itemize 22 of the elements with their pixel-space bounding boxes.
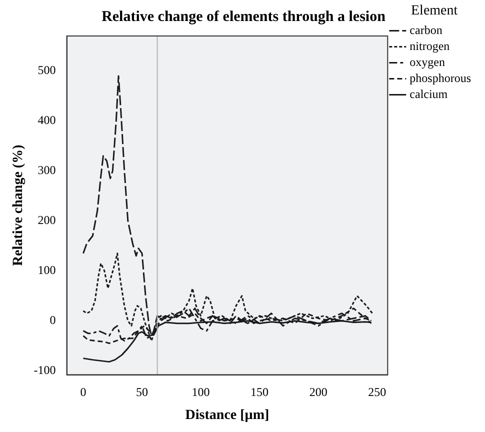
legend-label: nitrogen [410, 38, 450, 53]
x-tick-label: 0 [80, 385, 86, 400]
y-tick-label: -100 [34, 362, 56, 377]
x-tick-label: 250 [368, 385, 386, 400]
y-tick-label: 400 [38, 113, 56, 128]
y-tick-label: 100 [38, 263, 56, 278]
y-axis-title: Relative change (%) [11, 144, 26, 266]
y-tick-label: 500 [38, 63, 56, 78]
legend-label: carbon [410, 22, 442, 37]
legend-label: phosphorous [410, 70, 472, 85]
y-tick-label: 200 [38, 213, 56, 228]
x-tick-label: 150 [250, 385, 269, 400]
y-tick-label: 0 [50, 312, 56, 327]
legend-title: Element [411, 4, 458, 19]
x-tick-label: 200 [309, 385, 328, 400]
x-tick-label: 50 [136, 385, 148, 400]
legend-label: oxygen [410, 54, 445, 69]
y-tick-label: 300 [38, 163, 56, 178]
legend-label: calcium [410, 86, 448, 101]
x-tick-label: 100 [192, 385, 210, 400]
chart-title: Relative change of elements through a lesion [102, 8, 386, 25]
x-axis-title: Distance [µm] [185, 408, 270, 424]
